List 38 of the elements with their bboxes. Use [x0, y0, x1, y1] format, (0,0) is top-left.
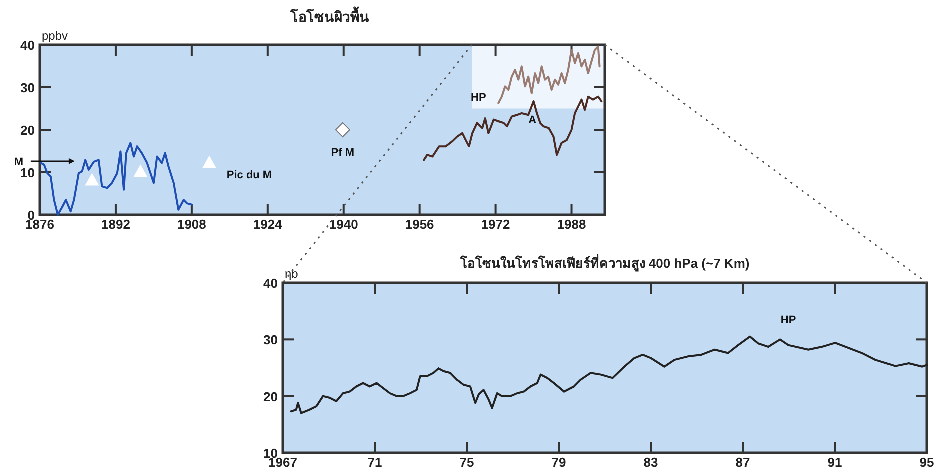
x-tick-label: 1892: [102, 217, 130, 232]
x-tick-label: 75: [460, 455, 474, 470]
x-tick-label: 1924: [253, 217, 284, 232]
chart-title: โอโซนในโทรโพสเฟียร์ที่ความสูง 400 hPa (~7 Km): [459, 254, 750, 272]
x-tick-label: 1908: [177, 217, 206, 232]
series-label: HP: [471, 92, 486, 104]
x-tick-label: 91: [828, 455, 842, 470]
x-tick-label: 1988: [557, 217, 586, 232]
line-series: [498, 46, 601, 104]
x-tick-label: 83: [644, 455, 658, 470]
line-series: [290, 336, 928, 414]
x-tick-label: 1956: [405, 217, 434, 232]
y-tick-label: 20: [264, 389, 278, 404]
series-label: Pic du M: [226, 170, 272, 182]
y-tick-label: 40: [20, 38, 35, 53]
y-tick-label: 20: [20, 123, 35, 138]
x-tick-label: 87: [736, 455, 750, 470]
point: [85, 173, 100, 186]
y-tick-label: 40: [264, 276, 278, 291]
series-label: A: [528, 114, 537, 126]
series-label: Pf M: [331, 147, 355, 159]
point: [202, 156, 216, 168]
y-tick-label: 10: [20, 166, 35, 180]
x-tick-label: 95: [920, 455, 934, 470]
series-label: HP: [780, 314, 796, 326]
x-tick-label: 79: [552, 455, 566, 470]
x-tick-label: 1972: [481, 217, 510, 232]
y-tick-label: 30: [20, 80, 35, 96]
line-series: [40, 142, 193, 216]
point: [335, 122, 350, 138]
y-tick-label: 30: [264, 332, 278, 348]
series-label: M: [14, 156, 24, 168]
y-axis-title: ppbv: [42, 29, 68, 43]
chart-title: โอโซนผิวพื้น: [290, 6, 370, 25]
y-axis-title: ηb: [285, 267, 299, 281]
x-tick-label: 71: [368, 455, 382, 470]
point: [134, 164, 148, 178]
x-tick-label: 1940: [329, 217, 358, 232]
